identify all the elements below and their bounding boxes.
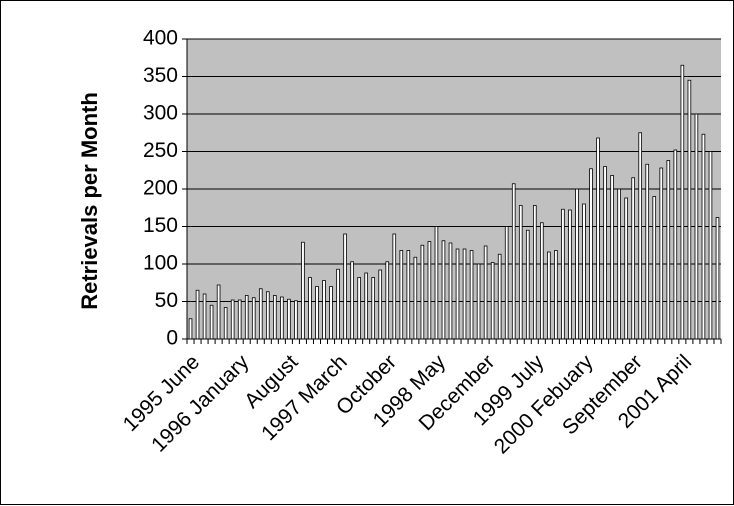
bar bbox=[258, 288, 263, 340]
bar bbox=[575, 188, 579, 340]
bar bbox=[406, 250, 411, 340]
y-tick-label: 300 bbox=[143, 102, 178, 125]
bars bbox=[188, 64, 720, 340]
bar bbox=[525, 229, 530, 340]
bar bbox=[378, 269, 383, 340]
bar bbox=[371, 277, 376, 340]
bar bbox=[448, 242, 453, 340]
bar bbox=[540, 222, 544, 340]
bar bbox=[399, 250, 404, 340]
bar bbox=[694, 113, 699, 340]
bar bbox=[483, 245, 488, 340]
bar bbox=[315, 286, 319, 340]
bar bbox=[188, 318, 193, 340]
y-tick-label: 200 bbox=[143, 177, 178, 200]
bar bbox=[392, 233, 397, 340]
y-tick-label: 50 bbox=[155, 289, 178, 312]
bar bbox=[237, 299, 242, 340]
bar bbox=[322, 280, 326, 340]
bar bbox=[673, 149, 678, 340]
y-tick-label: 250 bbox=[143, 139, 178, 162]
bar bbox=[638, 132, 642, 340]
y-tick-label: 150 bbox=[143, 214, 178, 237]
bar bbox=[434, 226, 439, 340]
bar bbox=[652, 196, 657, 340]
bar bbox=[631, 177, 635, 340]
bar bbox=[462, 248, 467, 340]
bar bbox=[617, 188, 621, 340]
bar bbox=[336, 268, 340, 340]
bar bbox=[216, 284, 221, 340]
bar bbox=[195, 289, 200, 340]
bar bbox=[547, 251, 551, 340]
bar bbox=[441, 240, 446, 340]
bar bbox=[680, 64, 685, 340]
y-axis-ticks: 0 50 100 150 200 250 300 350 400 bbox=[143, 27, 187, 350]
bar bbox=[223, 307, 228, 340]
bar bbox=[708, 151, 713, 340]
bar bbox=[343, 233, 347, 340]
bar bbox=[490, 262, 495, 340]
bar bbox=[701, 133, 706, 340]
bar bbox=[273, 295, 277, 340]
bar bbox=[589, 168, 593, 340]
bar bbox=[202, 293, 207, 340]
bar bbox=[427, 241, 432, 340]
bar bbox=[469, 250, 474, 340]
bar bbox=[568, 209, 572, 340]
bar bbox=[265, 291, 270, 340]
bar bbox=[715, 217, 720, 340]
bar bbox=[645, 163, 650, 340]
bar bbox=[350, 261, 354, 340]
bar bbox=[329, 286, 333, 340]
bar bbox=[610, 175, 614, 340]
bar bbox=[624, 197, 628, 340]
bar bbox=[209, 304, 214, 340]
bar bbox=[455, 248, 460, 340]
bar bbox=[582, 203, 586, 340]
bar bbox=[280, 296, 284, 340]
y-tick-label: 350 bbox=[143, 64, 178, 87]
bar bbox=[251, 297, 256, 340]
bar bbox=[413, 256, 418, 340]
bar bbox=[518, 205, 523, 340]
bar bbox=[476, 263, 481, 340]
bar bbox=[385, 261, 390, 340]
y-tick-label: 100 bbox=[143, 252, 178, 275]
bar bbox=[596, 137, 600, 340]
bar bbox=[301, 241, 305, 340]
bar bbox=[533, 205, 537, 340]
bar bbox=[287, 298, 291, 340]
bar bbox=[244, 295, 249, 340]
bar bbox=[308, 277, 312, 340]
bar bbox=[294, 300, 298, 340]
bar bbox=[561, 208, 565, 340]
y-axis-label: Retrievals per Month bbox=[77, 92, 102, 310]
y-tick-label: 0 bbox=[166, 327, 178, 350]
bar bbox=[687, 79, 692, 340]
bar bbox=[603, 166, 607, 340]
bar bbox=[554, 250, 558, 340]
bar bbox=[504, 226, 509, 340]
bar bbox=[666, 160, 671, 340]
bar bbox=[230, 299, 235, 340]
bar bbox=[420, 244, 425, 340]
bar bbox=[357, 277, 361, 340]
bar bbox=[511, 183, 516, 340]
bar bbox=[497, 253, 502, 340]
y-tick-label: 400 bbox=[143, 27, 178, 50]
bar bbox=[364, 272, 368, 340]
bar bbox=[659, 167, 664, 340]
